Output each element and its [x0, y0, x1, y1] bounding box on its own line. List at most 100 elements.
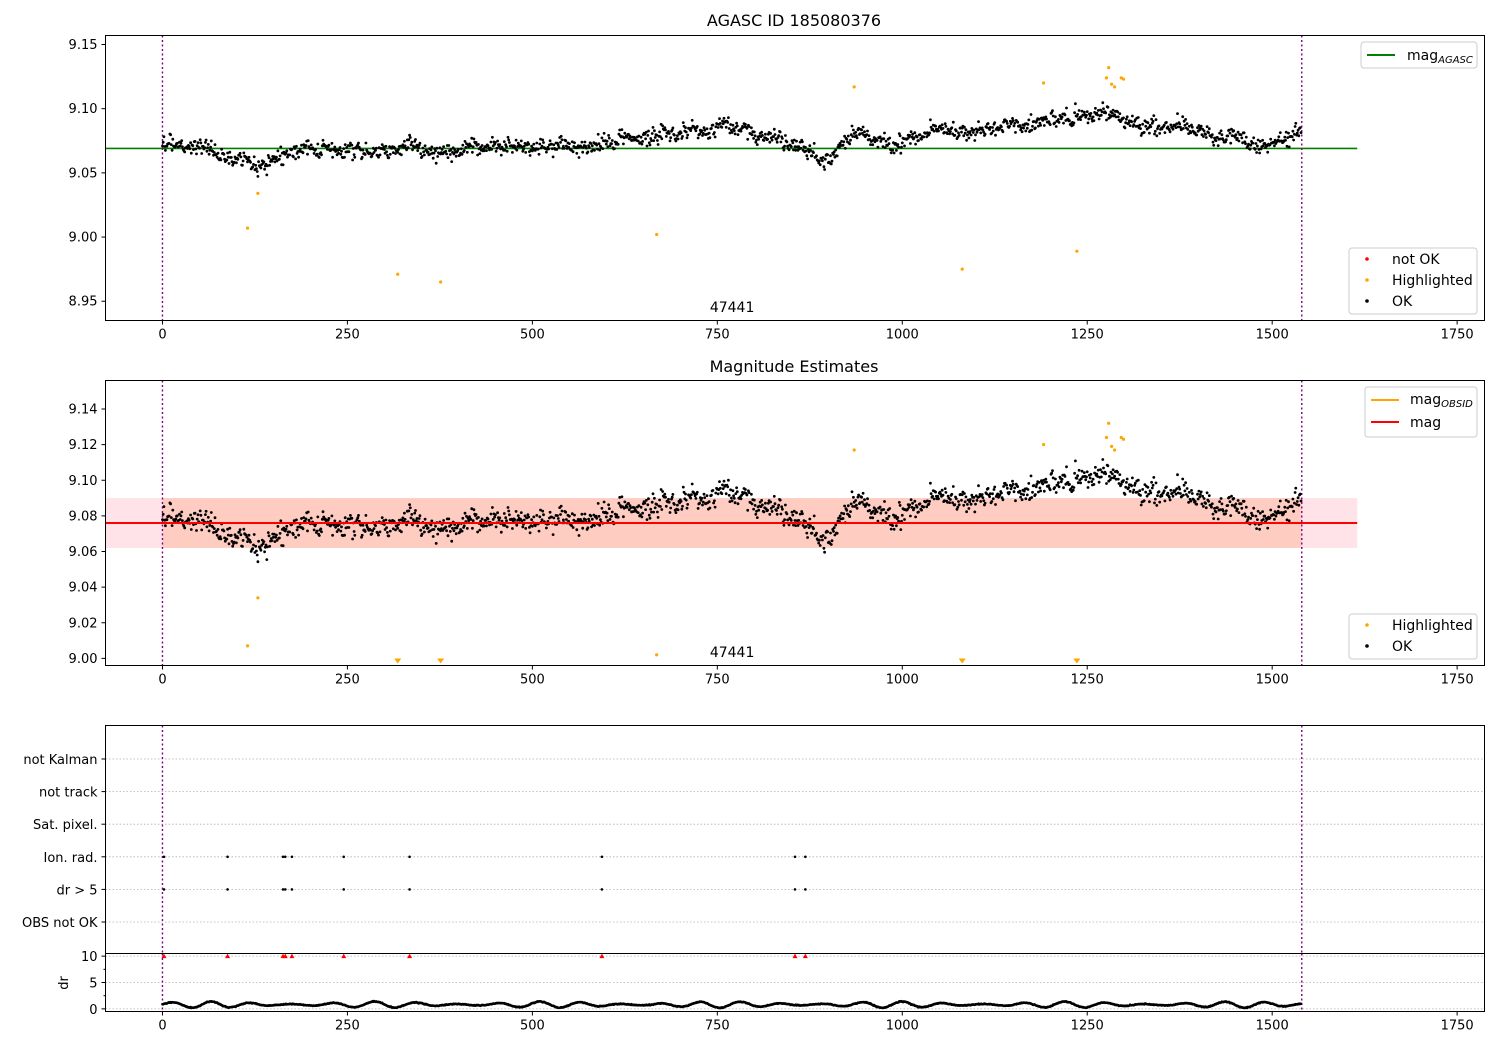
ok-point [265, 558, 269, 561]
ok-point [1236, 507, 1239, 511]
ok-point [327, 143, 331, 147]
ok-point [707, 500, 711, 504]
x-tick-label: 500 [520, 1019, 545, 1034]
ok-point [1117, 482, 1121, 485]
ok-point [607, 507, 611, 510]
ok-point [1062, 486, 1065, 490]
plot-frame [105, 380, 1485, 666]
ok-point [753, 134, 757, 138]
ok-point [173, 519, 177, 523]
ok-point [567, 519, 570, 523]
ok-point [1091, 115, 1095, 119]
ok-point [879, 140, 883, 143]
ok-point [1110, 476, 1113, 480]
ok-point [1152, 476, 1156, 479]
ok-point [452, 529, 456, 533]
ok-point [247, 533, 251, 537]
ok-point [681, 135, 684, 138]
ok-point [1295, 500, 1299, 503]
ok-point [1020, 130, 1024, 134]
flag-event-point [281, 855, 285, 859]
ok-point [731, 489, 735, 493]
ok-point [1048, 123, 1052, 126]
ok-point [993, 121, 997, 124]
ok-point [911, 132, 914, 136]
ok-point [265, 173, 269, 177]
ok-point [679, 131, 683, 135]
ok-point [962, 134, 966, 138]
ok-point [695, 125, 699, 128]
dr-clipped-marker [792, 953, 798, 959]
legend-marker-ok [1365, 299, 1369, 303]
ok-point [882, 508, 886, 511]
ok-point [281, 163, 285, 167]
ok-point [622, 142, 625, 146]
ok-point [422, 526, 425, 530]
ok-point [436, 532, 440, 536]
ok-point [818, 544, 822, 547]
ok-point [556, 514, 559, 517]
ok-point [268, 163, 272, 167]
ok-point [503, 148, 507, 152]
ok-point [681, 121, 685, 124]
ok-point [423, 153, 426, 157]
x-tick-label: 0 [158, 673, 166, 688]
ok-point [1065, 106, 1068, 110]
ok-point [1183, 123, 1187, 127]
ok-point [855, 134, 858, 138]
ok-point [726, 485, 730, 489]
y-tick-label: 9.02 [69, 616, 98, 631]
ok-point [1051, 109, 1054, 113]
ok-point [1290, 505, 1294, 509]
ok-point [1096, 475, 1099, 478]
ok-point [165, 144, 169, 148]
ok-point [718, 486, 722, 490]
ok-point [1092, 483, 1096, 486]
ok-point [889, 151, 893, 155]
flag-event-point [408, 888, 411, 891]
ok-point [604, 142, 608, 146]
ok-point [1149, 125, 1153, 129]
ok-point [766, 508, 769, 512]
ok-point [1042, 124, 1046, 127]
ok-point [1285, 518, 1289, 522]
ok-point [656, 516, 660, 519]
ok-point [983, 132, 987, 136]
ok-point [251, 547, 255, 551]
ok-point [471, 519, 475, 523]
ok-point [454, 532, 458, 536]
ok-point [164, 524, 167, 528]
ok-point [949, 130, 952, 133]
ok-point [1181, 115, 1185, 119]
ok-point [1165, 121, 1168, 124]
ok-point [1102, 466, 1105, 470]
highlighted-point [1041, 81, 1046, 85]
dr-clipped-marker [599, 953, 605, 959]
highlighted-point [1121, 77, 1126, 81]
ok-point [1244, 514, 1247, 518]
ok-point [786, 518, 789, 522]
ok-point [1299, 499, 1303, 503]
x-tick-label: 250 [335, 673, 360, 688]
ok-point [1139, 494, 1142, 497]
ok-point [1153, 497, 1157, 501]
ok-point [559, 134, 563, 138]
ok-point [1020, 126, 1023, 129]
ok-point [167, 514, 171, 518]
ok-point [564, 139, 568, 143]
highlighted-point [1119, 435, 1123, 440]
ok-point [262, 540, 266, 543]
dr-clipped-marker [802, 953, 808, 959]
ok-point [450, 539, 454, 543]
ok-point [928, 500, 931, 503]
ok-point [480, 517, 484, 521]
ok-point [922, 135, 926, 139]
ok-point [162, 505, 166, 508]
flag-event-point [226, 855, 229, 859]
ok-point [1096, 113, 1099, 117]
ok-point [222, 152, 226, 156]
ok-point [772, 127, 776, 131]
ok-point [264, 543, 268, 547]
ok-point [1034, 126, 1037, 130]
